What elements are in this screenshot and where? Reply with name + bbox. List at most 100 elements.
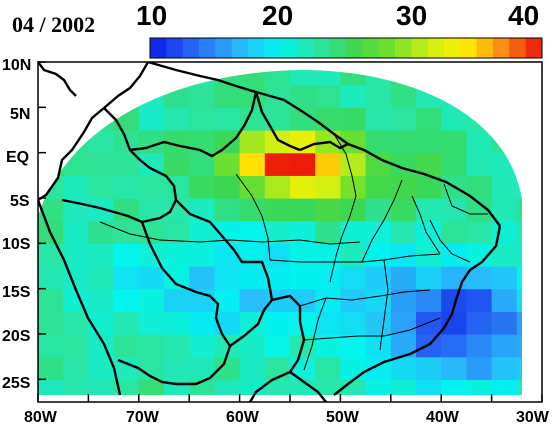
colorbar-segment	[493, 38, 510, 58]
colorbar-tick-30: 30	[396, 0, 428, 31]
grid-cell	[113, 175, 140, 199]
grid-cell	[290, 288, 316, 312]
border-guyana	[254, 91, 301, 152]
grid-cell	[189, 356, 215, 380]
grid-cell	[441, 334, 467, 358]
grid-cell	[38, 356, 64, 380]
grid-cell	[290, 152, 316, 176]
lat-label-5s: 5S	[10, 193, 30, 210]
grid-cell	[466, 288, 493, 312]
grid-cell	[466, 152, 493, 176]
colorbar-border	[149, 37, 543, 59]
grid-cell	[214, 356, 241, 380]
grid-cell	[416, 130, 442, 154]
grid-cell	[365, 266, 392, 290]
grid-cell	[138, 311, 165, 335]
grid-cell	[290, 198, 316, 222]
grid-cell	[441, 288, 467, 312]
grid-cell	[164, 356, 190, 380]
grid-cell	[214, 107, 241, 131]
coastline-west	[38, 62, 150, 202]
border-venezuela	[129, 91, 258, 158]
grid-cell	[189, 152, 215, 176]
grid-cell	[466, 198, 493, 222]
state-lines-5	[299, 289, 431, 307]
grid-cell	[214, 266, 241, 290]
grid-cell	[466, 243, 493, 267]
border-paraguay	[289, 371, 327, 402]
grid-cell	[164, 288, 190, 312]
grid-cell	[441, 220, 467, 244]
grid-cell	[315, 70, 341, 86]
grid-cell	[138, 175, 165, 199]
grid-cell	[516, 266, 522, 290]
grid-cell	[315, 334, 341, 358]
colorbar-segment	[395, 38, 412, 58]
grid-cell	[340, 152, 367, 176]
grid-cell	[113, 356, 140, 380]
grid-cell	[113, 198, 140, 222]
state-lines-2	[329, 133, 357, 283]
grid-cell	[516, 198, 522, 222]
grid-cell	[315, 220, 341, 244]
grid-cell	[416, 198, 442, 222]
grid-cell	[365, 84, 392, 108]
lon-label-50w: 50W	[326, 409, 360, 426]
grid-cell	[365, 311, 392, 335]
state-lines-7	[379, 259, 389, 351]
grid-cell	[365, 107, 392, 131]
grid-cell	[189, 107, 215, 131]
grid-cell	[466, 130, 493, 154]
grid-cell	[365, 152, 392, 176]
lon-label-70w: 70W	[126, 409, 160, 426]
grid-cell	[390, 288, 417, 312]
colorbar-segment	[264, 38, 282, 58]
lat-label-20s: 20S	[2, 328, 31, 345]
grid-cell	[365, 243, 392, 267]
grid-cell	[63, 379, 89, 395]
grid-cell	[88, 379, 115, 395]
grid-cell	[113, 243, 140, 267]
grid-cell	[491, 356, 518, 380]
grid-cell	[466, 334, 493, 358]
grid-cell	[365, 130, 392, 154]
grid-cell	[239, 288, 266, 312]
grid-cell	[441, 107, 467, 131]
grid-cell	[264, 288, 291, 312]
grid-cell	[466, 266, 493, 290]
grid-cell	[189, 220, 215, 244]
colorbar-segment	[460, 38, 478, 58]
grid-cell	[214, 130, 241, 154]
colorbar-segment	[280, 38, 298, 58]
grid-cell	[390, 130, 417, 154]
grid-cell	[290, 107, 316, 131]
longitude-axis: 80W 70W 60W 50W 40W 30W	[24, 409, 550, 426]
grid-cell	[138, 130, 165, 154]
grid-cell	[164, 198, 190, 222]
grid-cell	[340, 220, 367, 244]
state-lines-11	[303, 297, 327, 371]
colorbar-segment	[444, 38, 461, 58]
state-lines-6	[303, 317, 441, 341]
grid-cell	[189, 130, 215, 154]
grid-cell	[466, 311, 493, 335]
grid-cell	[88, 152, 115, 176]
border-brazil-west	[175, 199, 274, 301]
grid-cell	[441, 266, 467, 290]
grid-cell	[390, 220, 417, 244]
lat-label-15s: 15S	[2, 284, 31, 301]
grid-cell	[491, 243, 518, 267]
grid-cell	[390, 334, 417, 358]
grid-cell	[340, 311, 367, 335]
grid-cell	[315, 84, 341, 108]
grid-cell	[214, 84, 241, 108]
grid-cell	[138, 198, 165, 222]
grid-cell	[290, 175, 316, 199]
grid-cell	[315, 288, 341, 312]
grid-cell	[516, 220, 522, 244]
grid-cell	[264, 198, 291, 222]
grid-cell	[365, 220, 392, 244]
grid-cell	[164, 220, 190, 244]
grid-cell	[113, 311, 140, 335]
